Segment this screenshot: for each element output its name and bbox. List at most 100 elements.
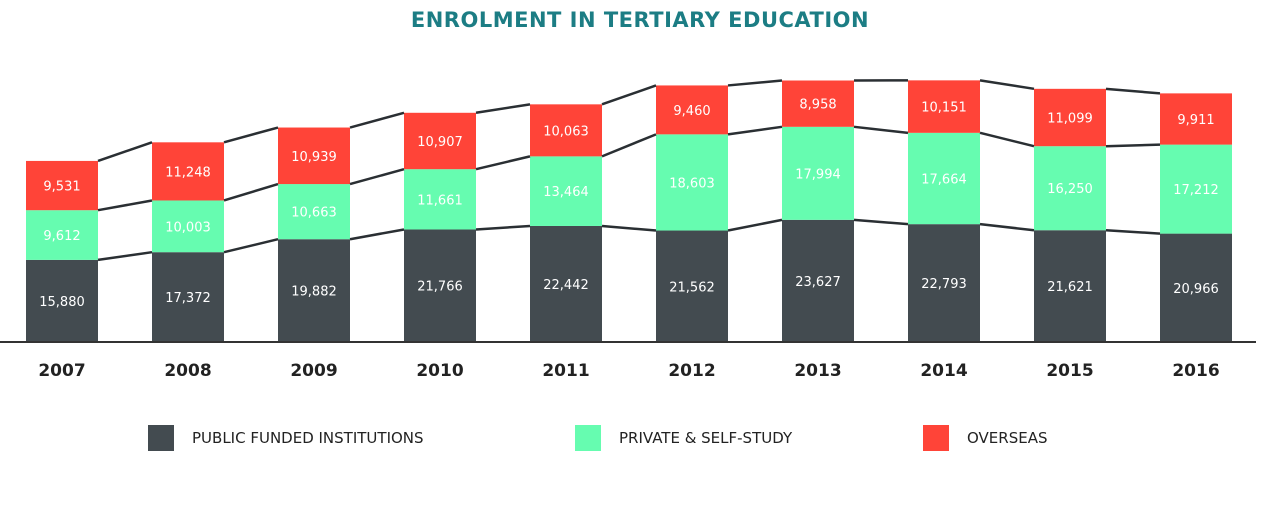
bar-segment xyxy=(1160,233,1232,342)
x-tick-label: 2011 xyxy=(542,361,589,381)
connector-line xyxy=(475,155,531,171)
x-tick-label: 2013 xyxy=(794,361,841,381)
bar-segment xyxy=(404,112,476,170)
data-label: 10,003 xyxy=(165,220,211,235)
connector-line xyxy=(475,103,531,115)
data-label: 17,212 xyxy=(1173,183,1219,198)
connector-line xyxy=(979,222,1035,232)
connector-line xyxy=(1105,143,1161,148)
data-label: 22,793 xyxy=(921,277,967,292)
connector-line xyxy=(349,167,405,186)
x-tick-label: 2015 xyxy=(1046,361,1093,381)
bar-segment xyxy=(1034,146,1106,231)
connector-line xyxy=(979,131,1035,148)
x-tick-label: 2009 xyxy=(290,361,337,381)
bar-segment xyxy=(26,259,98,342)
data-label: 17,664 xyxy=(921,172,967,187)
data-label: 11,661 xyxy=(417,193,463,208)
bar-segment xyxy=(908,80,980,133)
data-label: 21,562 xyxy=(669,280,715,295)
connector-line xyxy=(601,224,657,232)
legend-item-overseas: OVERSEAS xyxy=(923,425,1048,451)
data-label: 18,603 xyxy=(669,176,715,191)
x-tick-label: 2008 xyxy=(164,361,211,381)
x-tick-label: 2010 xyxy=(416,361,463,381)
connector-line xyxy=(349,111,405,129)
bar-segment xyxy=(26,210,98,260)
data-label: 22,442 xyxy=(543,278,589,293)
connector-line xyxy=(979,79,1035,91)
bar-segment xyxy=(656,134,728,231)
bar-segment xyxy=(782,80,854,127)
bar-segment xyxy=(656,85,728,135)
data-label: 10,907 xyxy=(417,135,463,150)
connector-line xyxy=(853,218,909,226)
data-label: 10,939 xyxy=(291,150,337,165)
legend-label-overseas: OVERSEAS xyxy=(967,429,1048,447)
data-label: 23,627 xyxy=(795,275,841,290)
bar-segment xyxy=(530,225,602,342)
bar-segment xyxy=(404,229,476,342)
bar-segment xyxy=(908,132,980,225)
x-tick-label: 2016 xyxy=(1172,361,1219,381)
data-label: 9,531 xyxy=(43,180,80,195)
connector-line xyxy=(727,79,783,87)
connector-line xyxy=(349,228,405,241)
data-label: 10,151 xyxy=(921,101,967,116)
bar-segment xyxy=(530,156,602,226)
data-label: 11,099 xyxy=(1047,112,1093,127)
data-label: 17,372 xyxy=(165,291,211,306)
bar-segment xyxy=(278,184,350,240)
connector-line xyxy=(97,250,153,262)
connector-line xyxy=(1105,228,1161,235)
bar-segment xyxy=(152,142,224,201)
connector-line xyxy=(601,133,657,158)
bar-segment xyxy=(1160,144,1232,234)
bar-segment xyxy=(152,252,224,342)
bar-segment xyxy=(404,169,476,230)
connector-line xyxy=(97,141,153,163)
x-tick-label: 2014 xyxy=(920,361,967,381)
connector-line xyxy=(727,218,783,232)
legend-label-public: PUBLIC FUNDED INSTITUTIONS xyxy=(192,429,424,447)
data-label: 20,966 xyxy=(1173,282,1219,297)
legend-item-public: PUBLIC FUNDED INSTITUTIONS xyxy=(148,425,424,451)
connector-line xyxy=(1105,87,1161,95)
data-label: 15,880 xyxy=(39,295,85,310)
connector-line xyxy=(97,199,153,212)
legend-label-private: PRIVATE & SELF-STUDY xyxy=(619,429,793,447)
bar-segment xyxy=(1034,230,1106,342)
data-label: 19,882 xyxy=(291,285,337,300)
connector-line xyxy=(853,125,909,135)
data-label: 21,621 xyxy=(1047,280,1093,295)
bar-segment xyxy=(278,239,350,342)
connector-line xyxy=(475,224,531,231)
connector-line xyxy=(223,126,279,144)
legend-swatch-overseas xyxy=(923,425,949,451)
bar-segment xyxy=(278,127,350,185)
x-tick-label: 2007 xyxy=(38,361,85,381)
data-label: 11,248 xyxy=(165,165,211,180)
bar-segment xyxy=(152,200,224,253)
data-label: 16,250 xyxy=(1047,182,1093,197)
bar-segment xyxy=(1160,93,1232,145)
connector-line xyxy=(223,237,279,254)
data-label: 9,911 xyxy=(1177,113,1214,128)
data-label: 9,612 xyxy=(43,229,80,244)
data-label: 21,766 xyxy=(417,280,463,295)
connector-line xyxy=(601,84,657,106)
bar-segment xyxy=(26,160,98,211)
bar-segment xyxy=(782,126,854,220)
data-label: 17,994 xyxy=(795,167,841,182)
data-label: 9,460 xyxy=(673,104,710,119)
legend-swatch-public xyxy=(148,425,174,451)
data-label: 10,063 xyxy=(543,124,589,139)
bar-segment xyxy=(782,219,854,342)
x-tick-label: 2012 xyxy=(668,361,715,381)
bar-segment xyxy=(656,230,728,342)
chart-title: ENROLMENT IN TERTIARY EDUCATION xyxy=(410,8,870,32)
connector-line xyxy=(223,182,279,202)
legend-swatch-private xyxy=(575,425,601,451)
connector-line xyxy=(727,125,783,136)
